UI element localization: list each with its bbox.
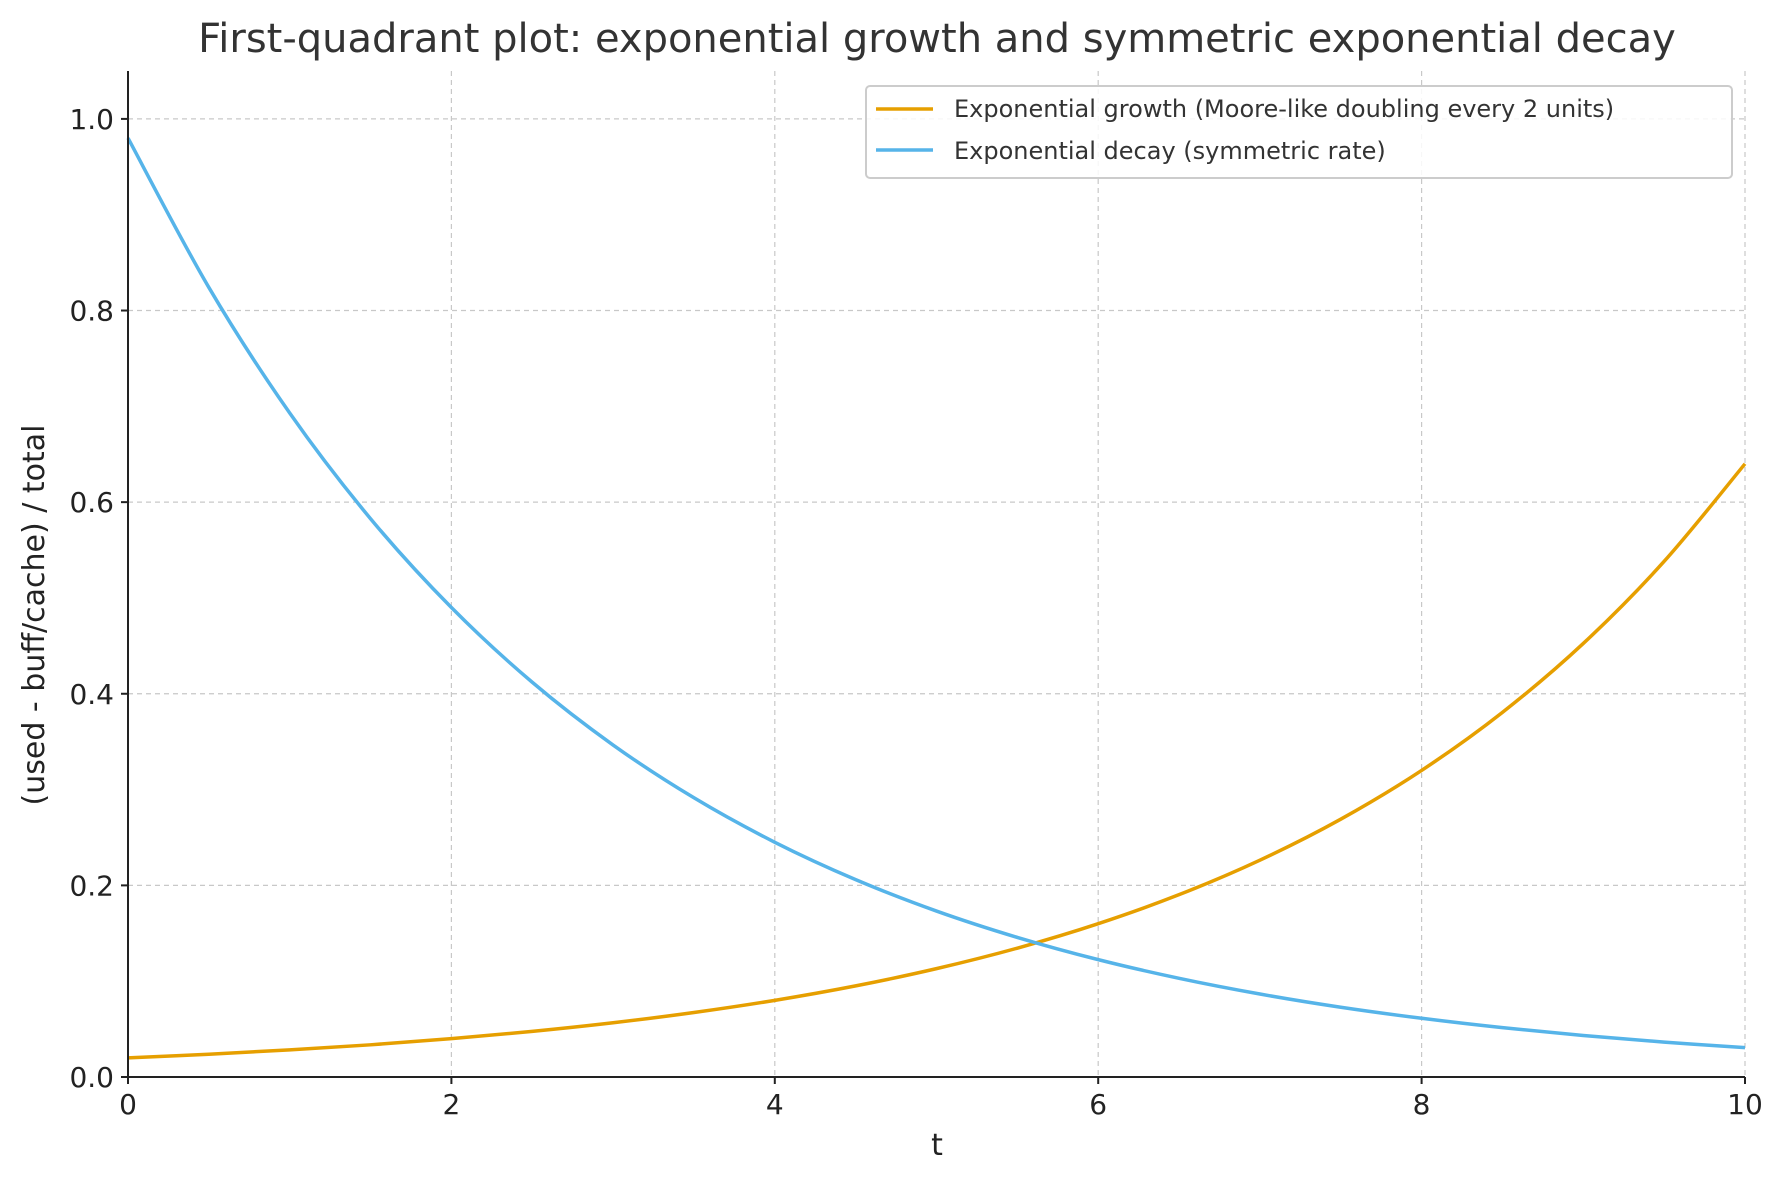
legend-label-decay: Exponential decay (symmetric rate): [954, 137, 1386, 165]
y-tick-label: 0.0: [69, 1061, 114, 1094]
y-tick-label: 0.8: [69, 295, 114, 328]
y-tick-label: 0.4: [69, 678, 114, 711]
legend-box: [865, 85, 1733, 179]
legend-label-growth: Exponential growth (Moore-like doubling …: [954, 95, 1614, 123]
x-tick-label: 8: [1413, 1088, 1431, 1121]
x-tick-label: 6: [1089, 1088, 1107, 1121]
x-tick-label: 2: [442, 1088, 460, 1121]
chart-title: First-quadrant plot: exponential growth …: [198, 16, 1676, 62]
y-tick-label: 0.6: [69, 486, 114, 519]
grid: [127, 71, 1746, 1078]
x-tick-label: 0: [119, 1088, 137, 1121]
series-layer: [126, 137, 1747, 1060]
ticks: 0 2 4 6 8 10 0.0 0.2 0.4 0.6 0.8 1.0: [69, 103, 1762, 1121]
y-tick-label: 1.0: [69, 103, 114, 136]
y-tick-label: 0.2: [69, 869, 114, 902]
series-line-growth: [127, 462, 1747, 1060]
series-line-decay: [126, 137, 1746, 1050]
y-axis-label: (used - buff/cache) / total: [17, 425, 52, 806]
legend: Exponential growth (Moore-like doubling …: [865, 85, 1733, 179]
x-axis-label: t: [931, 1128, 943, 1163]
axes: [127, 71, 1745, 1078]
x-tick-label: 10: [1727, 1088, 1763, 1121]
x-tick-label: 4: [766, 1088, 784, 1121]
